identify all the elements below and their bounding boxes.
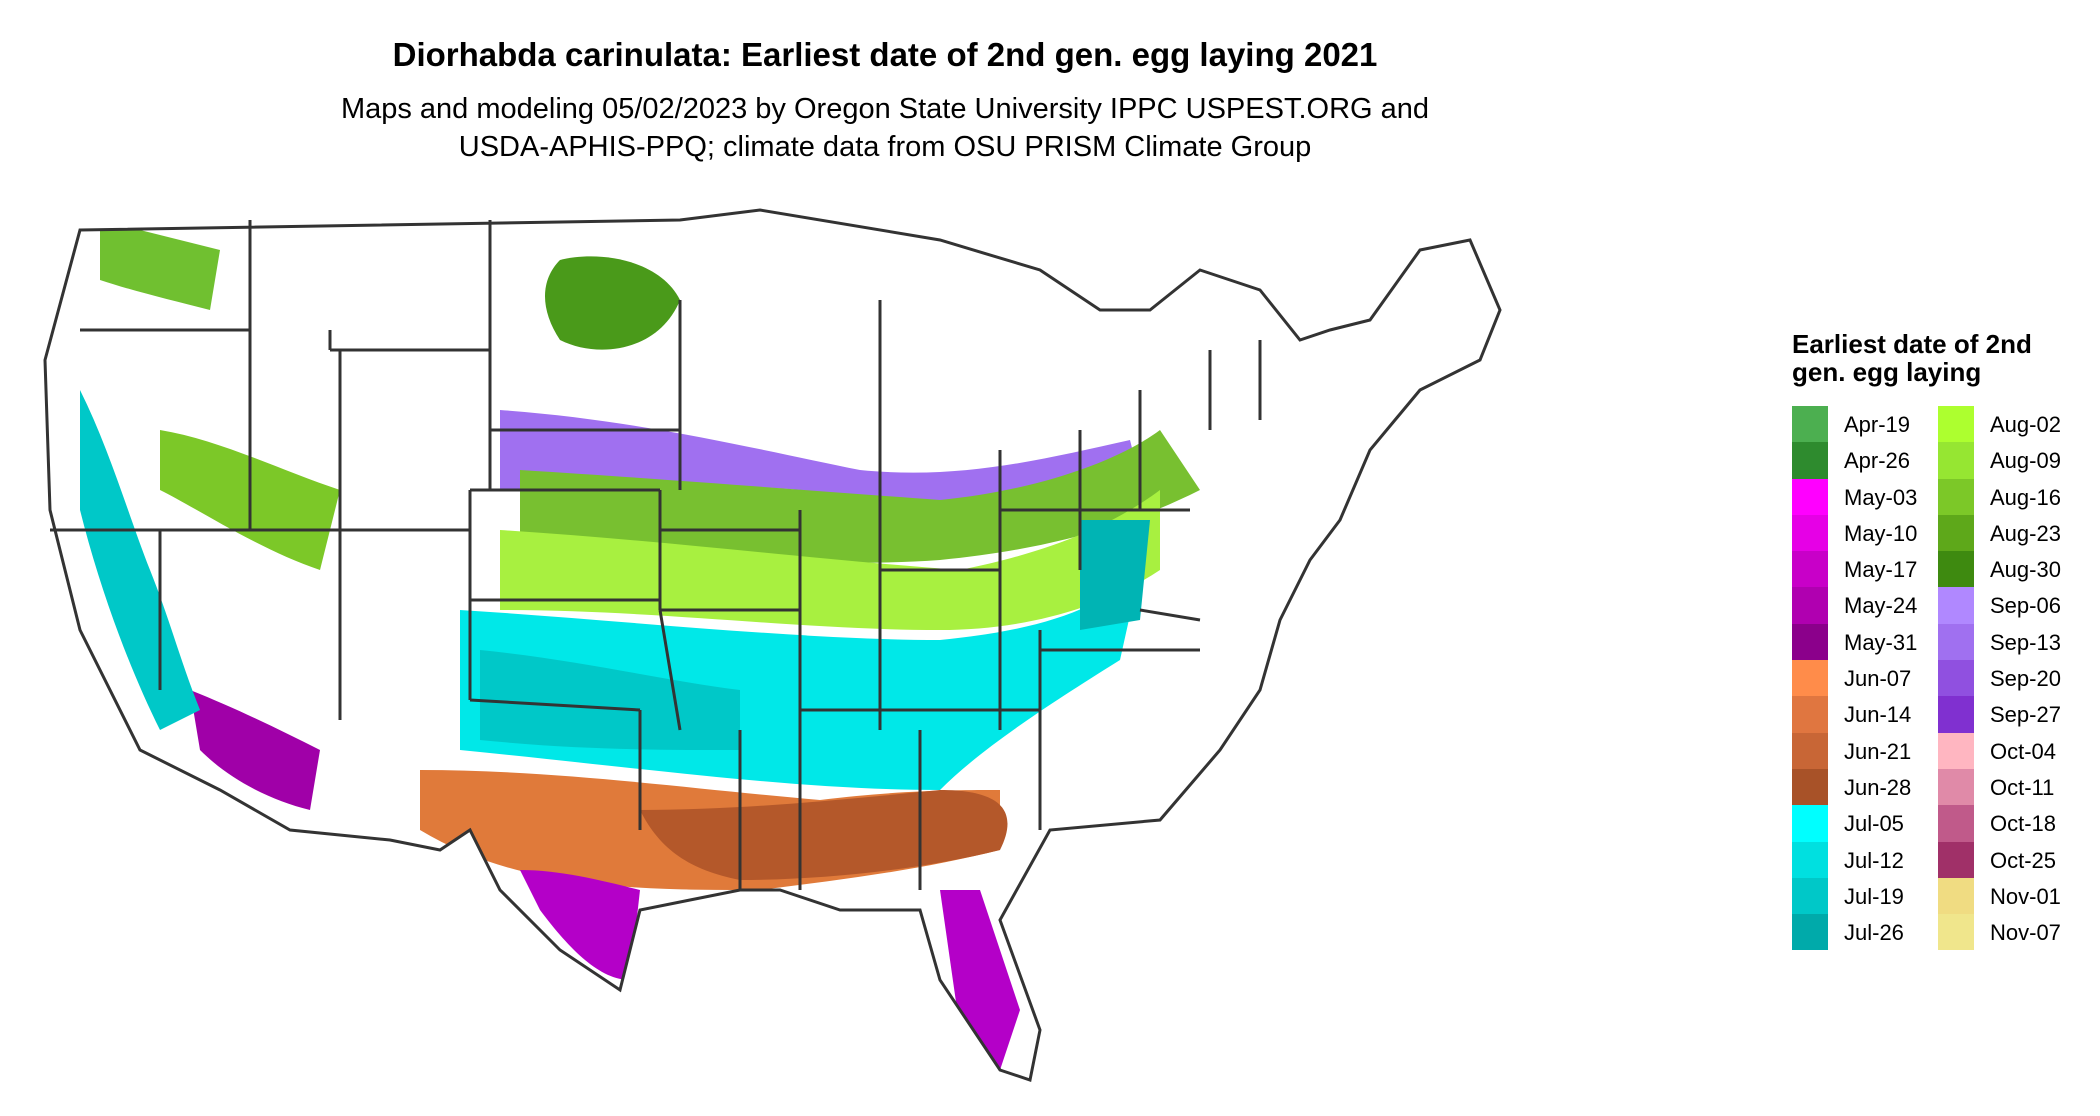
zone-lower-midwest (500, 490, 1160, 630)
legend-swatch (1938, 805, 1974, 842)
state-boundaries (43, 208, 1502, 1082)
legend-swatch (1938, 841, 1974, 878)
legend-swatch (1792, 442, 1828, 479)
legend-title: Earliest date of 2nd gen. egg laying (1792, 329, 2032, 387)
legend-label: Nov-01 (1990, 883, 2061, 909)
legend-label: Aug-30 (1990, 557, 2061, 583)
legend-label: Nov-07 (1990, 920, 2061, 946)
legend-label: Sep-20 (1990, 666, 2061, 692)
legend-label: Jul-19 (1844, 883, 1904, 909)
legend-label: Aug-23 (1990, 520, 2061, 546)
legend-swatch (1938, 732, 1974, 769)
legend-swatch (1938, 696, 1974, 733)
legend-columns: Apr-19 Apr-26 May-03 May-10 May-17 May-24 May-… (1792, 406, 2092, 966)
legend-swatch (1792, 587, 1828, 624)
zone-south-texas (520, 870, 640, 980)
legend-swatch (1792, 406, 1828, 443)
legend-swatch (1938, 442, 1974, 479)
legend-label: Oct-04 (1990, 738, 2057, 764)
us-outline (43, 208, 1502, 1082)
legend-swatch (1792, 732, 1828, 769)
legend-label: Apr-19 (1844, 412, 1911, 437)
legend-label: Sep-06 (1990, 593, 2061, 619)
legend-swatch (1792, 841, 1828, 878)
legend-label: May-31 (1844, 629, 1918, 655)
legend-label: Jun-28 (1844, 774, 1912, 800)
legend-label: Jul-26 (1844, 920, 1904, 946)
legend-swatch (1792, 805, 1828, 842)
us-map (43, 208, 1502, 1082)
legend-swatch (1792, 877, 1828, 915)
legend-label: Oct-25 (1990, 847, 2057, 873)
legend-label: Aug-02 (1990, 412, 2061, 437)
legend-swatch (1792, 768, 1828, 806)
legend-label: May-24 (1844, 593, 1918, 619)
legend-label: Jul-05 (1844, 811, 1904, 837)
zone-southern-arizona (190, 690, 320, 810)
legend-swatch (1938, 768, 1974, 806)
zone-mid-south (480, 650, 740, 750)
phenology-zones (45, 210, 1500, 1080)
legend-swatch (1792, 551, 1828, 588)
legend-swatch (1938, 514, 1974, 552)
legend-swatch (1792, 623, 1828, 661)
legend-swatch (1938, 914, 1974, 951)
legend-label: Aug-09 (1990, 448, 2061, 474)
legend-label: Jul-12 (1844, 847, 1904, 873)
legend-swatch (1792, 914, 1828, 951)
legend-label: May-10 (1844, 520, 1918, 546)
legend-swatch (1938, 877, 1974, 915)
legend-label: May-03 (1844, 484, 1918, 510)
legend-label: May-17 (1844, 557, 1918, 583)
boundary-lines (50, 220, 1262, 890)
zone-atlantic-coast (1080, 520, 1150, 630)
legend-label: Jun-07 (1844, 666, 1912, 692)
legend-label: Jun-14 (1844, 702, 1912, 728)
legend-swatch (1792, 478, 1828, 515)
legend-swatch (1938, 623, 1974, 661)
zone-gulf-coast (640, 790, 1008, 880)
map-subtitle-line-2: USDA-APHIS-PPQ; climate data from OSU PR… (458, 131, 1312, 163)
legend-label: Jun-21 (1844, 738, 1912, 764)
legend-swatch (1792, 660, 1828, 697)
legend-label: Aug-16 (1990, 484, 2061, 510)
legend-swatch (1792, 514, 1828, 552)
zone-pacific-northwest (100, 220, 220, 310)
legend-swatch (1938, 478, 1974, 515)
legend-label: Apr-26 (1844, 448, 1911, 474)
legend-label: Sep-27 (1990, 702, 2061, 728)
zone-northern-plains-green (545, 256, 680, 350)
map-legend: Earliest date of 2nd gen. egg laying Apr… (1792, 330, 2092, 966)
zone-california-valley (80, 390, 200, 730)
legend-swatch (1938, 587, 1974, 624)
legend-label: Oct-18 (1990, 811, 2057, 837)
legend-label: Oct-11 (1990, 774, 2055, 800)
legend-swatch (1792, 696, 1828, 733)
map-title: Diorhabda carinulata: Earliest date of 2… (392, 36, 1378, 73)
map-subtitle-line-1: Maps and modeling 05/02/2023 by Oregon S… (340, 93, 1430, 125)
legend-swatch (1938, 406, 1974, 443)
legend-label: Sep-13 (1990, 629, 2061, 655)
legend-swatch (1938, 660, 1974, 697)
legend-swatch (1938, 551, 1974, 588)
